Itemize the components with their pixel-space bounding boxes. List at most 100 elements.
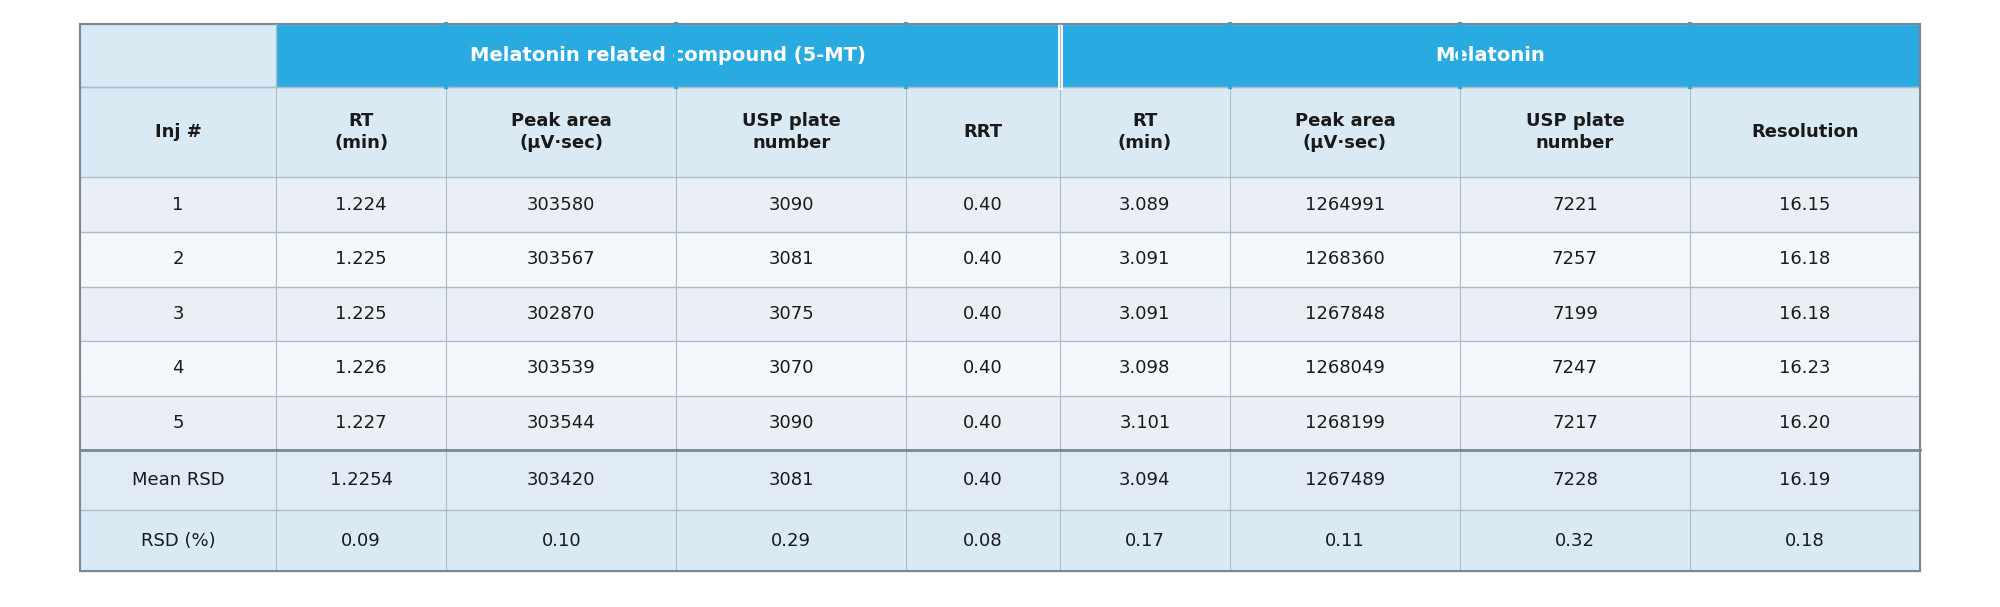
Bar [906, 232, 1060, 287]
Bar [446, 510, 676, 571]
Bar [1690, 87, 1920, 177]
Text: 3081: 3081 [768, 250, 814, 268]
Text: 1.224: 1.224 [336, 195, 386, 214]
Bar [1230, 87, 1460, 177]
Text: RT
(min): RT (min) [334, 112, 388, 152]
Bar [1460, 87, 1690, 177]
Text: 0.40: 0.40 [964, 250, 1002, 268]
Text: RSD (%): RSD (%) [140, 532, 216, 549]
Text: 7247: 7247 [1552, 359, 1598, 378]
Bar [1060, 24, 1920, 87]
Text: 3.091: 3.091 [1120, 305, 1170, 323]
Text: 0.18: 0.18 [1786, 532, 1824, 549]
Text: 5: 5 [172, 414, 184, 432]
Text: 302870: 302870 [528, 305, 596, 323]
Text: 7221: 7221 [1552, 195, 1598, 214]
Bar [276, 177, 446, 232]
Text: 1.225: 1.225 [336, 305, 386, 323]
Text: 16.18: 16.18 [1780, 305, 1830, 323]
Text: Melatonin: Melatonin [1434, 46, 1544, 65]
Bar [1460, 396, 1690, 450]
Bar [1690, 396, 1920, 450]
Bar [1690, 450, 1920, 510]
Text: 0.10: 0.10 [542, 532, 582, 549]
Bar [1690, 510, 1920, 571]
Bar [1460, 341, 1690, 396]
Bar [276, 232, 446, 287]
Text: USP plate
number: USP plate number [1526, 112, 1624, 152]
Bar [1230, 396, 1460, 450]
Text: RT
(min): RT (min) [1118, 112, 1172, 152]
Bar [80, 24, 1920, 571]
Text: 0.40: 0.40 [964, 305, 1002, 323]
Bar [276, 450, 446, 510]
Bar [1460, 177, 1690, 232]
Bar [1230, 177, 1460, 232]
Bar [906, 510, 1060, 571]
Text: 7257: 7257 [1552, 250, 1598, 268]
Text: 3.094: 3.094 [1120, 472, 1170, 489]
Bar [1060, 341, 1230, 396]
Bar [80, 396, 276, 450]
Bar [446, 87, 676, 177]
Bar [676, 510, 906, 571]
Text: 0.11: 0.11 [1326, 532, 1364, 549]
Text: 3090: 3090 [768, 195, 814, 214]
Bar [1690, 232, 1920, 287]
Bar [446, 177, 676, 232]
Bar [80, 87, 276, 177]
Bar [1060, 287, 1230, 341]
Bar [446, 450, 676, 510]
Bar [906, 450, 1060, 510]
Text: 1.226: 1.226 [336, 359, 386, 378]
Bar [1060, 177, 1230, 232]
Text: 16.20: 16.20 [1780, 414, 1830, 432]
Text: 303420: 303420 [528, 472, 596, 489]
Text: Peak area
(μV·sec): Peak area (μV·sec) [510, 112, 612, 152]
Bar [676, 396, 906, 450]
Text: 0.40: 0.40 [964, 414, 1002, 432]
Bar [1460, 232, 1690, 287]
Text: 0.40: 0.40 [964, 359, 1002, 378]
Bar [1460, 450, 1690, 510]
Bar [1060, 87, 1230, 177]
Bar [446, 232, 676, 287]
Bar [80, 510, 276, 571]
Text: 3070: 3070 [768, 359, 814, 378]
Bar [446, 396, 676, 450]
Text: 7199: 7199 [1552, 305, 1598, 323]
Text: 1268199: 1268199 [1304, 414, 1384, 432]
Bar [906, 396, 1060, 450]
Text: 1: 1 [172, 195, 184, 214]
Text: 1264991: 1264991 [1304, 195, 1386, 214]
Bar [1690, 341, 1920, 396]
Text: Mean RSD: Mean RSD [132, 472, 224, 489]
Text: 303580: 303580 [528, 195, 596, 214]
Text: 303544: 303544 [526, 414, 596, 432]
Text: Melatonin related compound (5-MT): Melatonin related compound (5-MT) [470, 46, 866, 65]
Text: 3: 3 [172, 305, 184, 323]
Bar [1060, 396, 1230, 450]
Bar [276, 510, 446, 571]
Bar [276, 24, 1060, 87]
Bar [276, 396, 446, 450]
Text: 7217: 7217 [1552, 414, 1598, 432]
Bar [276, 341, 446, 396]
Bar [1690, 287, 1920, 341]
Text: 0.29: 0.29 [772, 532, 812, 549]
Bar [906, 87, 1060, 177]
Text: 0.32: 0.32 [1554, 532, 1594, 549]
Bar [80, 287, 276, 341]
Text: 1268049: 1268049 [1306, 359, 1384, 378]
Text: 0.09: 0.09 [342, 532, 380, 549]
Bar [906, 177, 1060, 232]
Bar [1060, 450, 1230, 510]
Bar [80, 177, 276, 232]
Bar [276, 87, 446, 177]
Text: 0.08: 0.08 [964, 532, 1002, 549]
Bar [1230, 510, 1460, 571]
Bar [1230, 450, 1460, 510]
Text: 0.40: 0.40 [964, 195, 1002, 214]
Text: 3081: 3081 [768, 472, 814, 489]
Bar [676, 341, 906, 396]
